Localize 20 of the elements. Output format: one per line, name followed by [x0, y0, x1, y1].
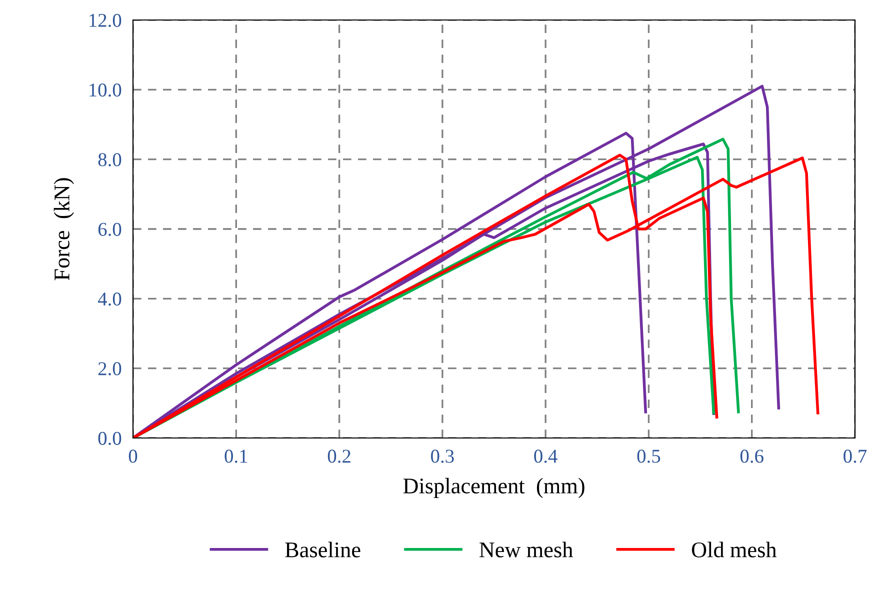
- y-tick-label: 2.0: [98, 362, 122, 376]
- legend-label: Old mesh: [692, 542, 777, 558]
- x-tick-label: 0.1: [224, 450, 248, 463]
- legend-label: Baseline: [285, 542, 360, 558]
- x-axis-title: Displacement (mm): [403, 478, 584, 498]
- x-tick-label: 0.7: [844, 450, 867, 463]
- y-tick-label: 8.0: [98, 153, 122, 166]
- y-tick-label: 10.0: [90, 83, 122, 97]
- x-tick-label: 0: [128, 450, 138, 463]
- x-tick-label: 0.6: [740, 450, 764, 463]
- y-tick-label: 6.0: [98, 222, 122, 236]
- x-tick-label: 0.2: [328, 450, 350, 463]
- x-tick-label: 0.3: [431, 450, 454, 463]
- y-tick-label: 4.0: [98, 292, 122, 306]
- y-tick-label: 12.0: [90, 14, 122, 28]
- y-axis-title: Force (kN): [54, 178, 74, 280]
- legend-label: New mesh: [479, 542, 573, 558]
- x-tick-label: 0.5: [637, 450, 660, 463]
- x-tick-label: 0.4: [534, 450, 558, 463]
- y-tick-label: 0.0: [98, 432, 122, 446]
